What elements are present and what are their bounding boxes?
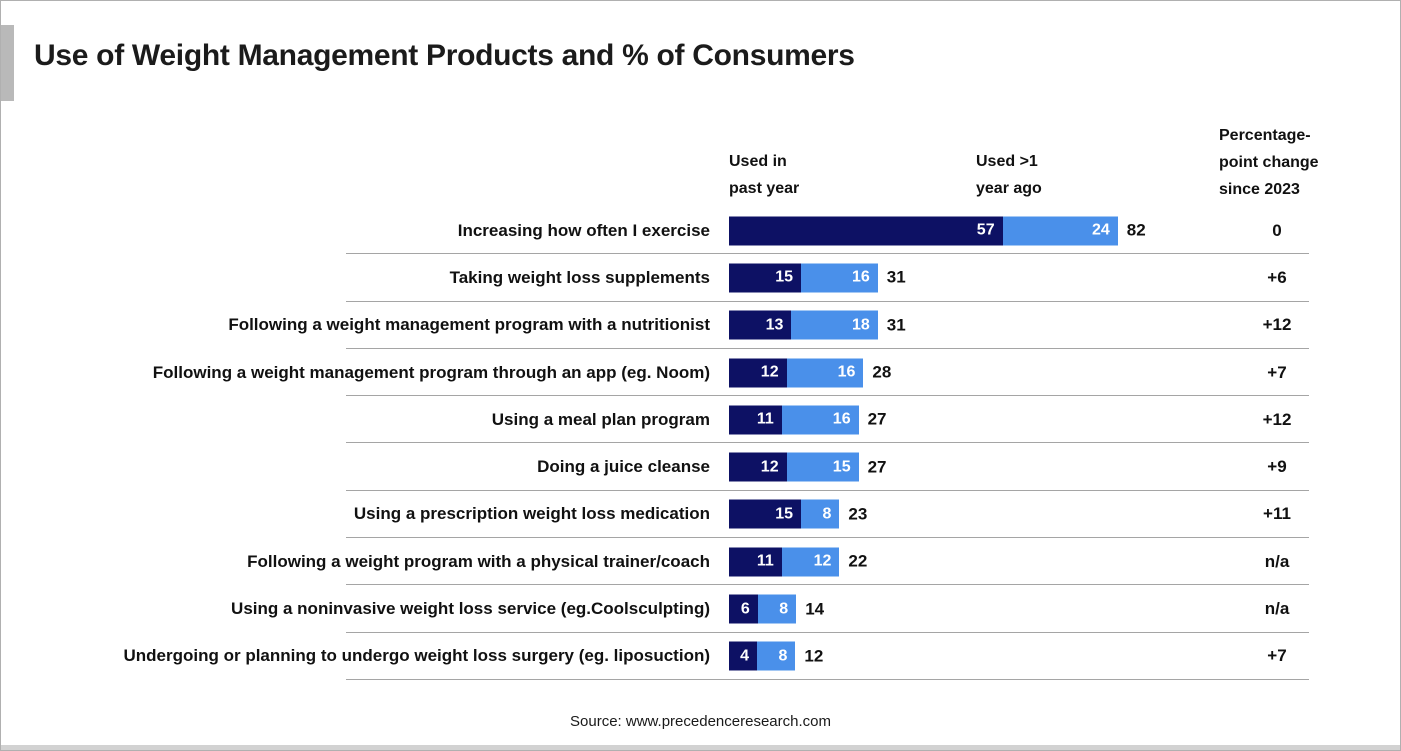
bar-total-value: 14 bbox=[805, 599, 825, 619]
bar-total-value: 82 bbox=[1126, 220, 1146, 240]
bar-segment-past-year: 11 bbox=[729, 405, 782, 435]
bar-segment-year-ago: 16 bbox=[786, 358, 864, 388]
table-row: Using a prescription weight loss medicat… bbox=[1, 491, 1400, 539]
change-value: n/a bbox=[1264, 599, 1290, 619]
row-label: Doing a juice cleanse bbox=[537, 457, 710, 477]
stacked-bar: 11 16 27 bbox=[729, 405, 887, 435]
stacked-bar: 13 18 31 bbox=[729, 310, 906, 340]
row-separator bbox=[346, 584, 1309, 586]
change-value: 0 bbox=[1272, 220, 1282, 240]
bar-segment-past-year: 4 bbox=[729, 641, 757, 671]
bar-segment-past-year: 15 bbox=[729, 499, 801, 529]
row-separator bbox=[346, 489, 1309, 491]
change-value: +12 bbox=[1262, 315, 1292, 335]
bar-total-value: 31 bbox=[886, 315, 906, 335]
bar-segment-year-ago: 8 bbox=[757, 594, 797, 624]
source-text: Source: www.precedenceresearch.com bbox=[570, 713, 831, 730]
row-label: Using a noninvasive weight loss service … bbox=[231, 599, 710, 619]
table-row: Using a meal plan program 11 16 27 +12 bbox=[1, 396, 1400, 444]
table-row: Doing a juice cleanse 12 15 27 +9 bbox=[1, 443, 1400, 491]
stacked-bar: 15 16 31 bbox=[729, 263, 906, 293]
row-label: Following a weight management program th… bbox=[152, 362, 710, 382]
chart-rows: Increasing how often I exercise 57 24 82… bbox=[1, 207, 1400, 680]
column-header-change-since-2023: Percentage- point change since 2023 bbox=[1219, 127, 1319, 198]
bar-segment-year-ago: 18 bbox=[791, 310, 878, 340]
table-row: Following a weight program with a physic… bbox=[1, 538, 1400, 586]
row-separator bbox=[346, 300, 1309, 302]
row-label: Following a weight program with a physic… bbox=[247, 551, 710, 571]
bottom-border-strip bbox=[1, 745, 1400, 750]
stacked-bar: 15 8 23 bbox=[729, 499, 868, 529]
bar-total-value: 27 bbox=[867, 409, 887, 429]
left-accent-tab bbox=[1, 25, 14, 101]
column-header-used-year-ago: Used >1 year ago bbox=[976, 153, 1042, 197]
change-value: +12 bbox=[1262, 409, 1292, 429]
bar-segment-past-year: 12 bbox=[729, 452, 787, 482]
bar-segment-year-ago: 12 bbox=[781, 547, 840, 577]
bar-total-value: 27 bbox=[867, 457, 887, 477]
stacked-bar: 4 8 12 bbox=[729, 641, 824, 671]
table-row: Using a noninvasive weight loss service … bbox=[1, 585, 1400, 633]
bar-segment-past-year: 15 bbox=[729, 263, 801, 293]
stacked-bar: 12 15 27 bbox=[729, 452, 887, 482]
bar-total-value: 23 bbox=[848, 504, 868, 524]
bar-segment-year-ago: 15 bbox=[786, 452, 859, 482]
row-label: Using a prescription weight loss medicat… bbox=[353, 504, 710, 524]
bar-total-value: 12 bbox=[804, 646, 824, 666]
table-row: Increasing how often I exercise 57 24 82… bbox=[1, 207, 1400, 255]
bar-segment-year-ago: 8 bbox=[801, 499, 840, 529]
row-label: Using a meal plan program bbox=[491, 409, 710, 429]
bar-segment-past-year: 13 bbox=[729, 310, 792, 340]
bar-segment-past-year: 11 bbox=[729, 547, 782, 577]
row-label: Increasing how often I exercise bbox=[457, 220, 710, 240]
row-separator bbox=[346, 347, 1309, 349]
bar-segment-year-ago: 8 bbox=[757, 641, 796, 671]
bar-total-value: 28 bbox=[872, 362, 892, 382]
stacked-bar: 6 8 14 bbox=[729, 594, 825, 624]
row-separator bbox=[346, 395, 1309, 397]
bar-segment-past-year: 6 bbox=[729, 594, 758, 624]
change-value: +6 bbox=[1267, 267, 1287, 287]
table-row: Undergoing or planning to undergo weight… bbox=[1, 633, 1400, 680]
bar-segment-past-year: 12 bbox=[729, 358, 787, 388]
change-value: n/a bbox=[1264, 551, 1290, 571]
row-separator bbox=[346, 678, 1309, 680]
stacked-bar: 57 24 82 bbox=[729, 216, 1146, 246]
stacked-bar: 11 12 22 bbox=[729, 547, 868, 577]
change-value: +7 bbox=[1267, 646, 1287, 666]
row-label: Taking weight loss supplements bbox=[449, 267, 710, 287]
bar-segment-year-ago: 24 bbox=[1002, 216, 1118, 246]
row-label: Following a weight management program wi… bbox=[228, 315, 710, 335]
row-separator bbox=[346, 442, 1309, 444]
table-row: Taking weight loss supplements 15 16 31 … bbox=[1, 254, 1400, 302]
row-separator bbox=[346, 253, 1309, 255]
page-title: Use of Weight Management Products and % … bbox=[34, 39, 855, 72]
stacked-bar: 12 16 28 bbox=[729, 358, 892, 388]
bar-total-value: 31 bbox=[886, 267, 906, 287]
bar-segment-year-ago: 16 bbox=[801, 263, 878, 293]
bar-total-value: 22 bbox=[848, 551, 868, 571]
table-row: Following a weight management program wi… bbox=[1, 302, 1400, 349]
table-row: Following a weight management program th… bbox=[1, 349, 1400, 397]
bar-segment-year-ago: 16 bbox=[781, 405, 859, 435]
row-separator bbox=[346, 631, 1309, 633]
change-value: +7 bbox=[1267, 362, 1287, 382]
bar-segment-past-year: 57 bbox=[729, 216, 1003, 246]
row-label: Undergoing or planning to undergo weight… bbox=[123, 646, 711, 666]
column-header-used-past-year: Used in past year bbox=[729, 153, 800, 197]
change-value: +9 bbox=[1267, 457, 1287, 477]
change-value: +11 bbox=[1263, 504, 1291, 524]
row-separator bbox=[346, 537, 1309, 539]
